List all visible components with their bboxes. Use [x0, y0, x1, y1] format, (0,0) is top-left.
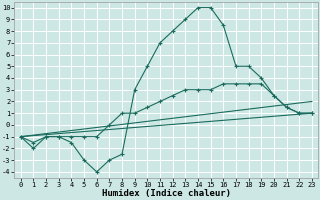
X-axis label: Humidex (Indice chaleur): Humidex (Indice chaleur) [102, 189, 231, 198]
